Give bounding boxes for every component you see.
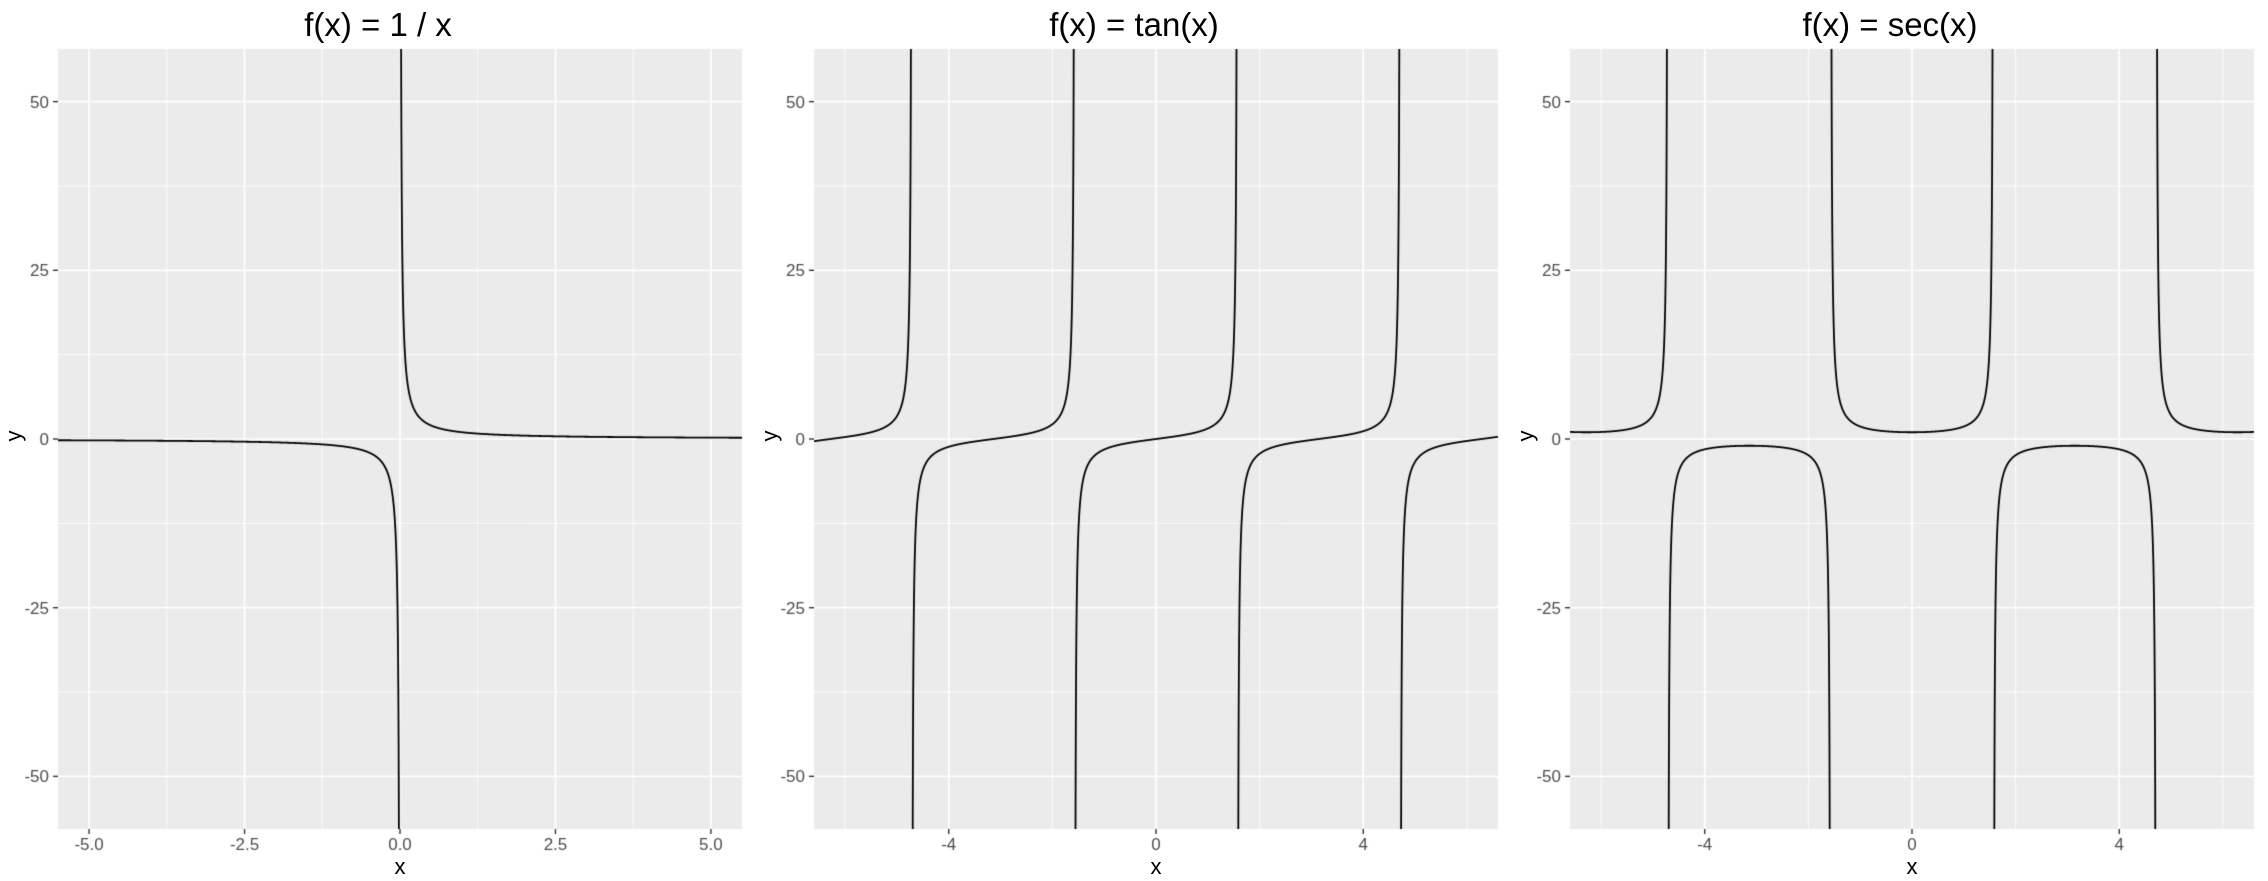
chart-panel-reciprocal: f(x) = 1 / x x y <box>0 0 756 881</box>
plot-area <box>756 44 1512 855</box>
plot-canvas <box>1512 44 2268 855</box>
plot-canvas <box>756 44 1512 855</box>
x-axis-title: x <box>394 854 406 879</box>
chart-title: f(x) = 1 / x <box>304 6 452 43</box>
plot-canvas <box>0 44 756 855</box>
y-axis-title: y <box>757 430 782 442</box>
y-axis-title: y <box>1 430 26 442</box>
chart-title: f(x) = tan(x) <box>1049 6 1219 43</box>
plot-area <box>0 44 756 855</box>
chart-panel-sec: f(x) = sec(x) x y <box>1512 0 2268 881</box>
plot-area <box>1512 44 2268 855</box>
x-axis-title: x <box>1906 854 1918 879</box>
x-axis-title: x <box>1150 854 1162 879</box>
chart-title: f(x) = sec(x) <box>1802 6 1978 43</box>
y-axis-title: y <box>1513 430 1538 442</box>
chart-panel-tan: f(x) = tan(x) x y <box>756 0 1512 881</box>
